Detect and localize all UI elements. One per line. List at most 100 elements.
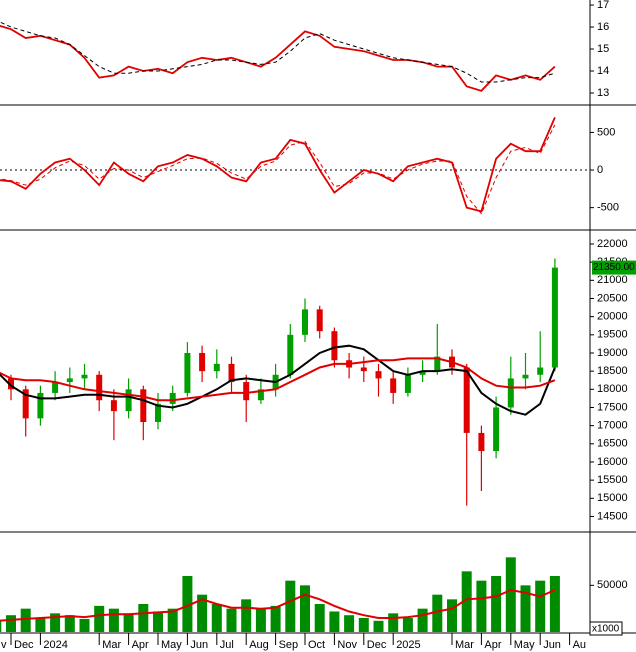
volume-bar bbox=[20, 608, 31, 632]
volume-bar bbox=[300, 585, 310, 632]
candle-body bbox=[140, 389, 147, 423]
candle-body bbox=[360, 367, 367, 372]
candle-body bbox=[434, 356, 441, 372]
y-tick-label: 15000 bbox=[597, 492, 628, 504]
y-tick-label: 17500 bbox=[597, 401, 628, 413]
y-tick-label: 17 bbox=[597, 0, 609, 11]
volume-bar bbox=[0, 620, 2, 632]
indicator-line bbox=[0, 24, 556, 92]
y-tick-label: 18500 bbox=[597, 365, 628, 377]
volume-bar bbox=[153, 611, 163, 632]
candle-body bbox=[125, 389, 132, 412]
candle-body bbox=[404, 374, 411, 393]
candle-body bbox=[110, 400, 117, 412]
x-tick-label: Apr bbox=[484, 639, 501, 651]
candle-body bbox=[390, 378, 397, 393]
volume-bar bbox=[270, 605, 281, 632]
volume-bar bbox=[94, 605, 105, 632]
candle-body bbox=[8, 378, 14, 390]
y-tick-label: 16500 bbox=[597, 438, 628, 450]
indicator-line bbox=[0, 117, 556, 213]
volume-bar bbox=[123, 613, 134, 632]
candle-body bbox=[22, 389, 29, 419]
y-tick-label: 15500 bbox=[597, 474, 628, 486]
volume-bar bbox=[167, 608, 178, 632]
y-tick-label: 16 bbox=[597, 21, 609, 33]
volume-bar bbox=[79, 618, 90, 632]
volume-bar bbox=[226, 608, 237, 632]
x-tick-label: Sep bbox=[279, 639, 299, 651]
volume-bar bbox=[447, 599, 457, 632]
volume-bar bbox=[138, 604, 149, 632]
y-tick-label: 19000 bbox=[597, 347, 628, 359]
x-tick-label: v bbox=[1, 639, 7, 651]
candle-body bbox=[257, 389, 264, 401]
candle-body bbox=[199, 352, 206, 372]
x-tick-label: May bbox=[161, 639, 182, 651]
y-tick-label: 0 bbox=[597, 164, 603, 176]
candle-body bbox=[66, 378, 73, 383]
candle-body bbox=[419, 371, 426, 375]
unit-box bbox=[589, 621, 623, 636]
candle-body bbox=[96, 374, 103, 401]
candle-body bbox=[316, 309, 323, 332]
volume-bar bbox=[182, 576, 193, 632]
volume-bar bbox=[358, 618, 369, 632]
candle-body bbox=[478, 432, 485, 452]
y-tick-label: 50000 bbox=[597, 579, 628, 591]
candle-body bbox=[37, 392, 44, 419]
volume-bar bbox=[35, 618, 46, 632]
candle-body bbox=[331, 331, 338, 361]
volume-bar bbox=[6, 615, 16, 632]
volume-bar bbox=[535, 580, 546, 632]
volume-bar bbox=[108, 608, 119, 632]
volume-bar bbox=[476, 580, 487, 632]
moving-average bbox=[0, 357, 556, 402]
candle-body bbox=[522, 374, 529, 379]
candle-body bbox=[184, 352, 191, 393]
volume-bar bbox=[329, 611, 340, 632]
y-tick-label: 19500 bbox=[597, 329, 628, 341]
x-tick-label: Jun bbox=[543, 639, 561, 651]
volume-bar bbox=[211, 604, 222, 632]
unit-label: x1000 bbox=[592, 624, 620, 635]
moving-average bbox=[0, 344, 556, 416]
x-tick-label: Apr bbox=[132, 639, 149, 651]
x-tick-label: Jul bbox=[220, 639, 234, 651]
volume-bar bbox=[417, 608, 428, 632]
volume-bar bbox=[549, 576, 560, 632]
candle-body bbox=[81, 374, 88, 379]
candle-body bbox=[463, 367, 470, 433]
volume-bar bbox=[461, 571, 472, 632]
x-tick-label: Mar bbox=[102, 639, 121, 651]
volume-bar bbox=[50, 613, 61, 632]
candle-body bbox=[213, 363, 220, 372]
x-tick-label: Jun bbox=[190, 639, 208, 651]
volume-bar bbox=[388, 613, 399, 632]
volume-bar bbox=[197, 594, 208, 632]
volume-bar bbox=[64, 615, 75, 632]
x-tick-label: Mar bbox=[455, 639, 474, 651]
x-tick-label: Aug bbox=[249, 639, 269, 651]
y-tick-label: 17000 bbox=[597, 420, 628, 432]
y-tick-label: 15 bbox=[597, 43, 609, 55]
volume-bar bbox=[241, 599, 252, 632]
y-tick-label: 13 bbox=[597, 87, 609, 99]
volume-ma bbox=[0, 588, 556, 622]
volume-bar bbox=[373, 620, 384, 632]
y-tick-label: 14 bbox=[597, 65, 609, 77]
candle-body bbox=[169, 392, 176, 404]
y-tick-label: 500 bbox=[597, 126, 615, 138]
candle-body bbox=[52, 382, 59, 393]
x-tick-label: 2025 bbox=[396, 639, 420, 651]
volume-bar bbox=[432, 594, 443, 632]
x-tick-label: Dec bbox=[367, 639, 387, 651]
y-tick-label: 21000 bbox=[597, 274, 628, 286]
x-tick-label: May bbox=[514, 639, 535, 651]
y-tick-label: 22000 bbox=[597, 238, 628, 250]
x-tick-label: 2024 bbox=[43, 639, 67, 651]
candle-body bbox=[287, 334, 294, 375]
volume-bar bbox=[255, 608, 266, 632]
volume-bar bbox=[402, 618, 413, 632]
